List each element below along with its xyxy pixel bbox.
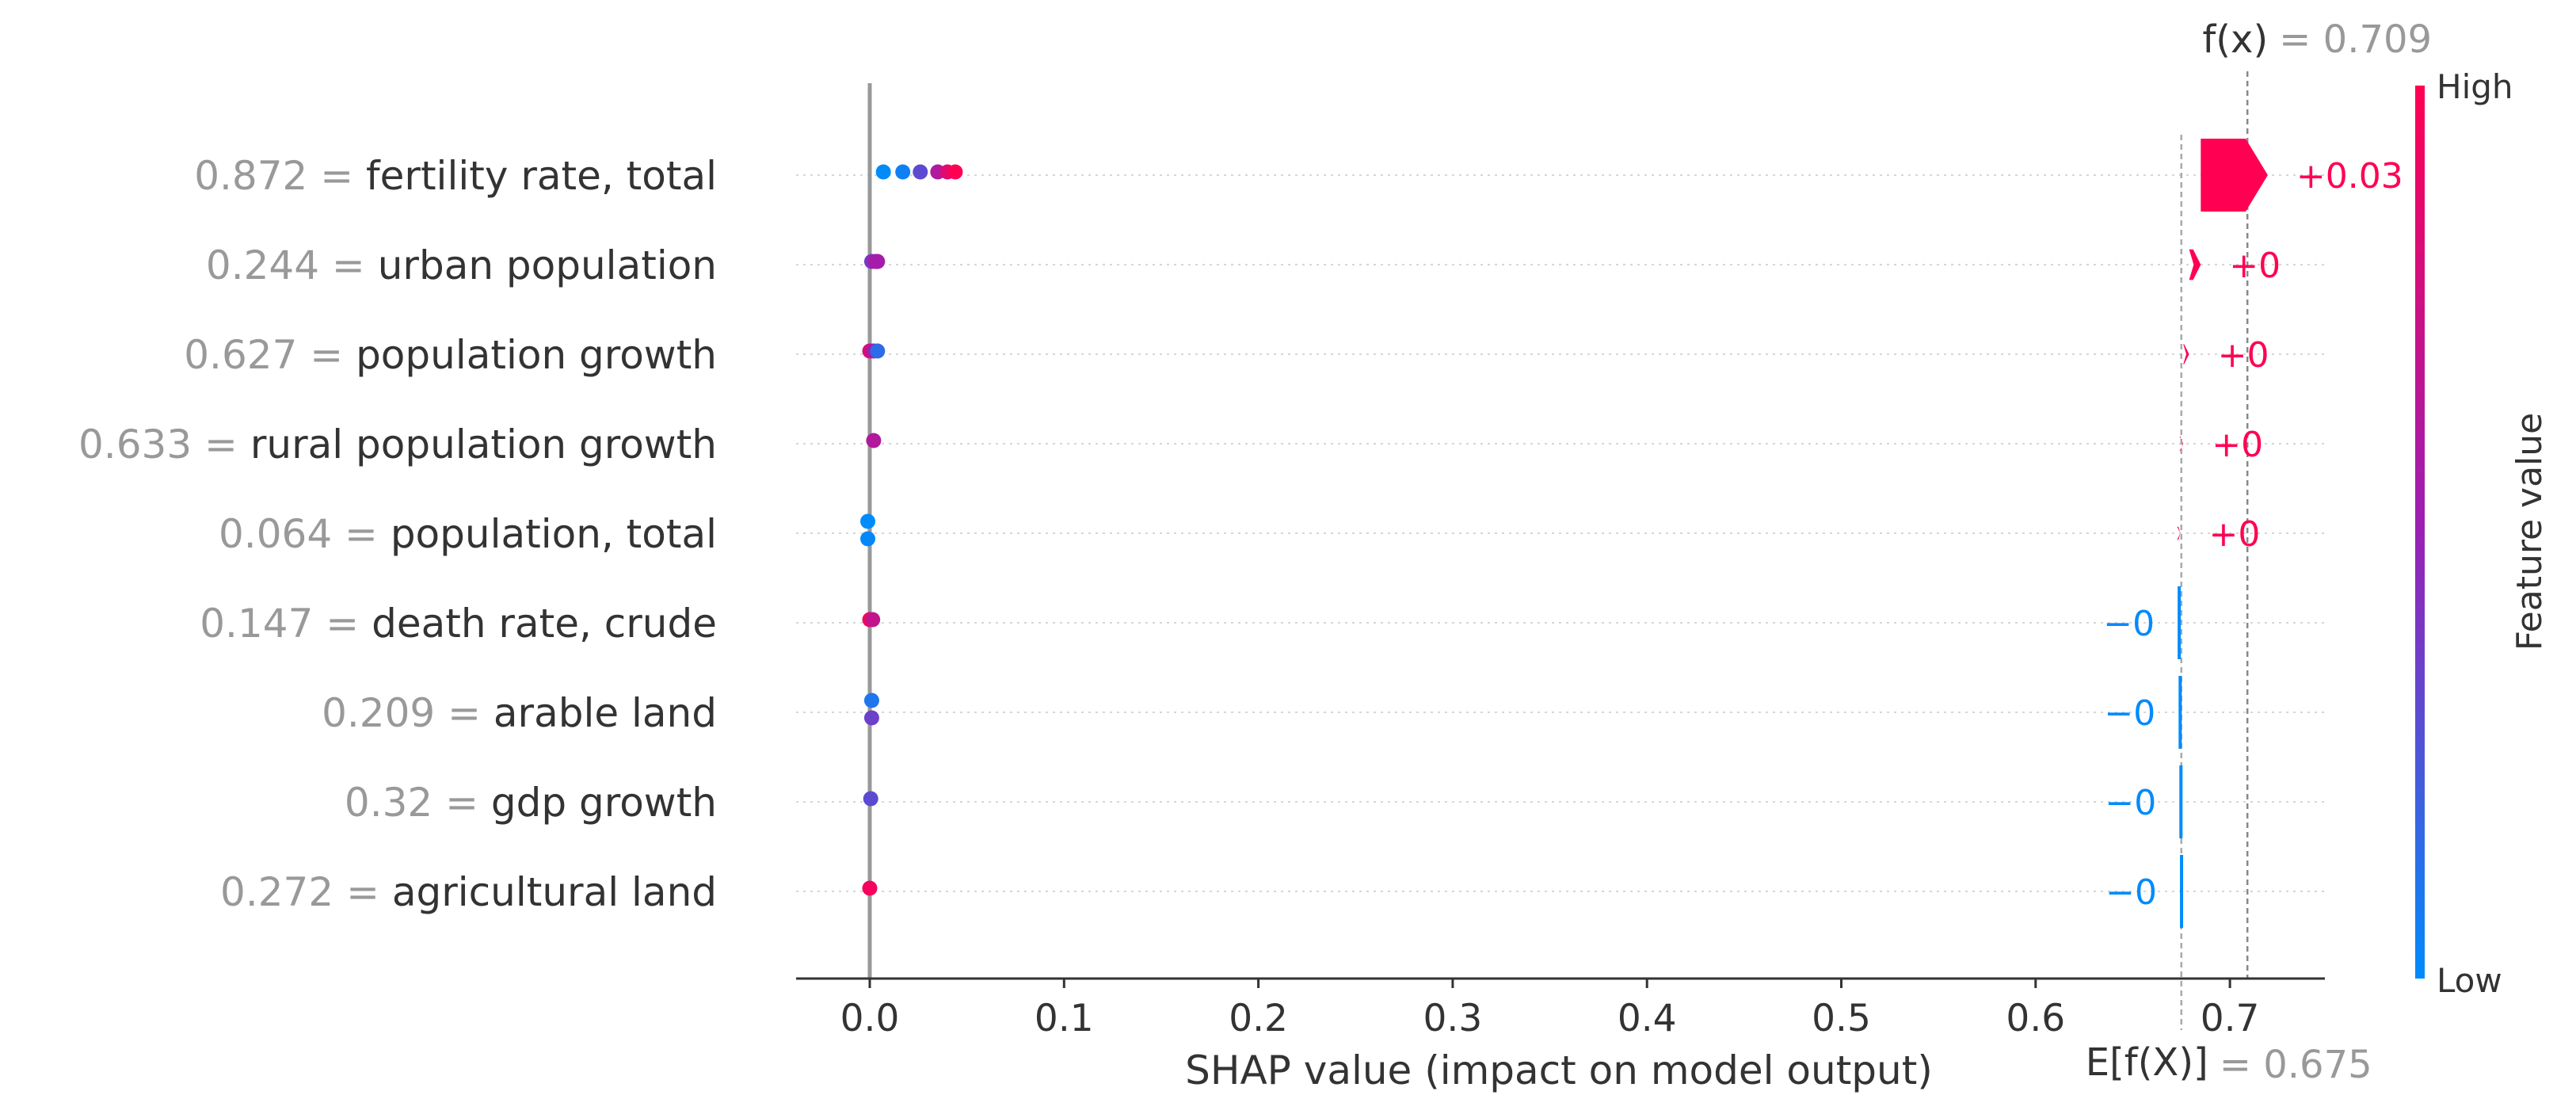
contribution-label: −0	[2104, 693, 2155, 734]
colorbar-title: Feature value	[2509, 413, 2550, 651]
contribution-arrow	[2178, 586, 2182, 659]
feature-label: 0.872 = fertility rate, total	[194, 153, 717, 199]
feature-gridlines	[796, 174, 2325, 892]
x-tick-label: 0.4	[1618, 997, 1677, 1040]
shap-point	[895, 164, 911, 180]
contribution-label: +0.03	[2296, 156, 2403, 197]
shap-point	[862, 880, 878, 896]
contribution-label: +0	[2212, 425, 2263, 465]
contribution-arrow	[2189, 249, 2201, 280]
x-tick-label: 0.6	[2006, 997, 2065, 1040]
feature-value: 0.064 =	[219, 511, 391, 557]
shap-point	[860, 531, 876, 547]
x-tick-label: 0.3	[1423, 997, 1483, 1040]
contribution-arrow	[2183, 344, 2189, 364]
feature-name: gdp growth	[491, 780, 717, 826]
contribution-label: +0	[2209, 514, 2261, 555]
base-value-symbol: E[f(X)]	[2086, 1040, 2208, 1085]
feature-label: 0.209 = arable land	[322, 690, 717, 736]
feature-value: 0.633 =	[78, 422, 250, 467]
feature-name: arable land	[493, 690, 717, 736]
shap-point	[860, 513, 876, 529]
feature-value: 0.272 =	[220, 869, 392, 915]
feature-value: 0.209 =	[322, 690, 493, 736]
shap-point	[870, 254, 886, 269]
feature-name: population growth	[356, 332, 717, 378]
feature-name: death rate, crude	[372, 601, 717, 647]
contribution-label: −0	[2105, 783, 2156, 823]
beeswarm-points	[860, 164, 963, 896]
contribution-label: +0	[2229, 246, 2281, 286]
contribution-label: −0	[2103, 604, 2155, 644]
feature-label: 0.633 = rural population growth	[78, 422, 717, 467]
shap-point	[913, 164, 928, 180]
feature-name: fertility rate, total	[366, 153, 717, 199]
contribution-label: +0	[2218, 335, 2269, 376]
output-value-annotation: f(x) = 0.709	[2202, 17, 2432, 62]
feature-label: 0.32 = gdp growth	[345, 780, 717, 826]
feature-value: 0.244 =	[206, 242, 378, 288]
x-tick-label: 0.2	[1229, 997, 1288, 1040]
x-tick-label: 0.7	[2201, 997, 2260, 1040]
colorbar-low-label: Low	[2437, 961, 2502, 1000]
contribution-arrow	[2180, 855, 2184, 928]
output-value-text: = 0.709	[2279, 17, 2432, 62]
base-value-annotation: E[f(X)] = 0.675	[2086, 1040, 2372, 1087]
shap-point	[866, 433, 882, 448]
base-value-text: = 0.675	[2220, 1043, 2372, 1087]
x-axis-ticks: 0.0 0.1 0.2 0.3 0.4 0.5 0.6 0.7	[840, 979, 2260, 1040]
feature-label: 0.147 = death rate, crude	[200, 601, 717, 647]
x-tick-label: 0.1	[1035, 997, 1094, 1040]
contribution-arrows	[2177, 139, 2268, 928]
x-tick-label: 0.0	[840, 997, 900, 1040]
shap-point	[875, 164, 891, 180]
feature-value: 0.147 =	[200, 601, 372, 647]
feature-name: agricultural land	[392, 869, 717, 915]
feature-label: 0.244 = urban population	[206, 242, 717, 288]
feature-labels: 0.872 = fertility rate, total 0.244 = urb…	[78, 153, 717, 915]
colorbar: High Low Feature value	[2415, 67, 2550, 1000]
feature-label: 0.272 = agricultural land	[220, 869, 717, 915]
shap-point	[870, 343, 886, 359]
feature-value: 0.872 =	[194, 153, 366, 199]
feature-name: urban population	[378, 242, 717, 288]
shap-point	[863, 693, 879, 708]
contribution-arrow	[2201, 139, 2268, 212]
feature-label: 0.064 = population, total	[219, 511, 717, 557]
shap-point	[947, 164, 963, 180]
shap-point	[863, 710, 879, 726]
contribution-arrow	[2177, 526, 2181, 540]
colorbar-high-label: High	[2437, 67, 2513, 106]
contribution-label: −0	[2105, 872, 2157, 913]
feature-value: 0.627 =	[184, 332, 356, 378]
contribution-arrow	[2179, 765, 2183, 838]
colorbar-gradient	[2415, 86, 2425, 979]
output-value-symbol: f(x)	[2202, 17, 2268, 62]
feature-name: rural population growth	[250, 422, 717, 467]
feature-label: 0.627 = population growth	[184, 332, 717, 378]
contribution-arrow	[2178, 676, 2182, 749]
contribution-labels: +0.03 +0 +0 +0 +0 −0 −0 −0 −0	[2103, 156, 2403, 913]
feature-name: population, total	[391, 511, 717, 557]
shap-point	[865, 612, 881, 628]
x-axis-label: SHAP value (impact on model output)	[1185, 1047, 1933, 1093]
feature-value: 0.32 =	[345, 780, 491, 826]
x-tick-label: 0.5	[1812, 997, 1871, 1040]
shap-point	[863, 791, 878, 807]
